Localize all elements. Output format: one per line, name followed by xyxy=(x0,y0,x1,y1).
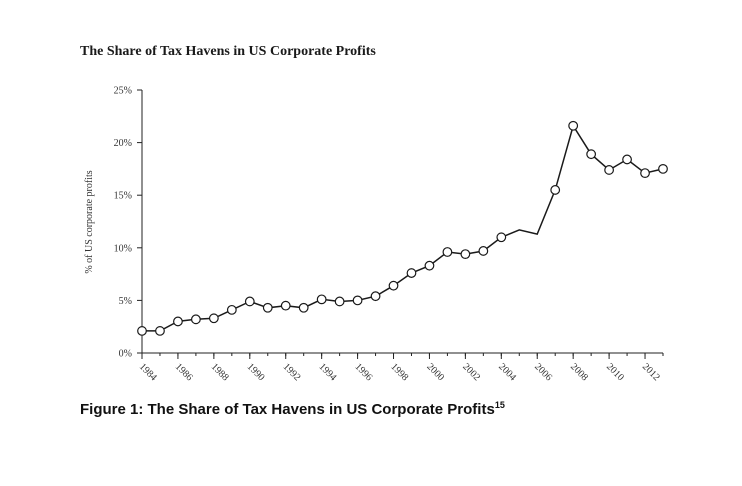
data-point xyxy=(640,168,650,179)
y-tick-label: 0% xyxy=(119,349,132,360)
x-tick-label: 2002 xyxy=(460,361,482,383)
caption-text: Figure 1: The Share of Tax Havens in US … xyxy=(80,401,495,418)
x-tick-label: 2004 xyxy=(496,361,518,383)
x-tick-label: 2006 xyxy=(532,361,554,383)
data-point xyxy=(586,149,597,160)
y-tick-label: 5% xyxy=(119,296,132,307)
y-tick-label: 10% xyxy=(114,243,132,254)
x-tick-label: 1986 xyxy=(173,361,195,383)
x-tick-label: 1988 xyxy=(209,361,231,383)
x-tick-label: 1984 xyxy=(137,361,159,383)
data-point xyxy=(298,302,309,313)
data-point xyxy=(244,296,255,307)
data-point xyxy=(568,120,579,131)
data-point xyxy=(622,154,632,165)
data-point xyxy=(190,314,201,325)
data-point xyxy=(352,295,363,306)
line-chart: 0% 5% 10% 15% 20% 25% 1984 1986 1988 1990 1992 199… xyxy=(84,86,668,383)
x-tick-label: 1992 xyxy=(281,361,303,383)
y-tick-label: 25% xyxy=(114,86,132,97)
x-tick-label: 2000 xyxy=(424,361,446,383)
x-tick-label: 1994 xyxy=(317,361,339,383)
data-point xyxy=(137,326,147,336)
data-point xyxy=(208,313,219,324)
x-axis-ticks: 1984 1986 1988 1990 1992 1994 1996 1998 2000 2002… xyxy=(137,353,664,383)
series-line xyxy=(142,123,664,332)
data-point xyxy=(550,185,561,195)
y-axis-ticks: 0% 5% 10% 15% 20% 25% xyxy=(114,86,142,360)
x-tick-label: 1990 xyxy=(245,361,267,383)
data-point xyxy=(604,165,615,175)
data-point xyxy=(478,246,489,256)
caption-footnote: 15 xyxy=(494,400,505,410)
series-points-group xyxy=(137,120,668,336)
chart-title: The Share of Tax Havens in US Corporate … xyxy=(80,44,376,59)
x-tick-label: 2012 xyxy=(640,361,662,383)
data-point xyxy=(334,296,345,307)
data-point xyxy=(496,232,507,243)
data-point xyxy=(370,291,381,302)
data-point xyxy=(658,163,668,174)
data-point xyxy=(280,300,291,311)
data-point xyxy=(262,302,273,313)
data-point xyxy=(155,326,165,336)
y-tick-label: 15% xyxy=(114,191,132,202)
data-point xyxy=(424,260,435,271)
x-tick-label: 2008 xyxy=(568,361,590,383)
x-tick-label: 2010 xyxy=(604,361,626,383)
chart-axes xyxy=(141,90,663,354)
series-line-group xyxy=(142,123,664,332)
figure-caption: Figure 1: The Share of Tax Havens in US … xyxy=(80,400,505,419)
data-point xyxy=(406,268,417,278)
x-tick-label: 1998 xyxy=(388,361,410,383)
data-point xyxy=(460,249,471,260)
data-point xyxy=(173,316,183,327)
y-tick-label: 20% xyxy=(114,138,132,149)
y-axis-label: % of US corporate profits xyxy=(84,170,95,273)
data-point xyxy=(226,304,237,315)
data-point xyxy=(442,247,453,257)
data-point xyxy=(316,294,327,305)
x-tick-label: 1996 xyxy=(352,361,374,383)
data-point xyxy=(388,280,399,291)
